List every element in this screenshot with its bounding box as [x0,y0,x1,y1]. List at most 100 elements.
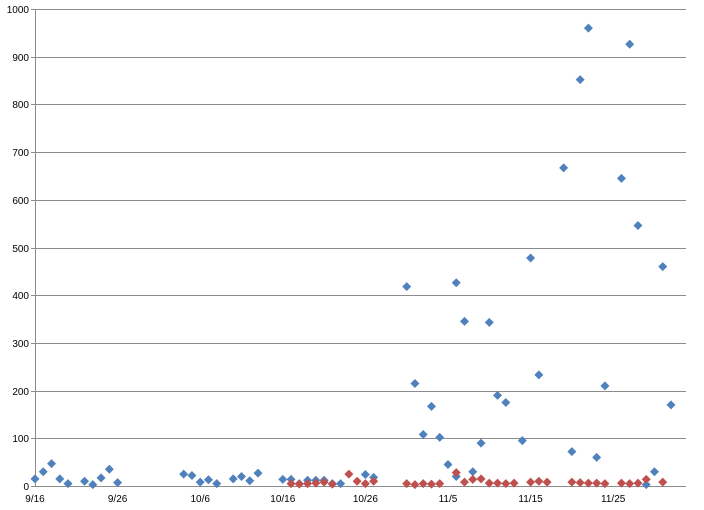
x-tick-label: 10/26 [353,494,378,505]
series-2-point [311,478,321,488]
series-1-point [187,471,197,481]
series-1-point [228,474,238,484]
series-1-point [253,468,263,478]
y-axis-tick-labels: 0 100 200 300 400 500 600 700 800 900 1000 [7,5,30,493]
series-1-point [203,475,213,485]
y-tick-label: 0 [23,482,29,493]
series-2-point [583,478,593,488]
series-1-point [575,75,585,85]
series-2-point [616,478,626,488]
series-1-point [526,253,536,263]
series-1-point [649,467,659,477]
series-1-point [641,480,651,490]
series-2-point [600,479,610,489]
series-1-point [426,401,436,411]
series-2-point [286,479,296,489]
y-tick-label: 500 [12,244,29,255]
series-1-point [336,479,346,489]
series-1-point [501,398,511,408]
series-1-point [443,460,453,470]
series-2-point [327,479,337,489]
series-2-point [493,478,503,488]
series-2-point [360,479,370,489]
series-2-point [526,477,536,487]
series-1-point [278,474,288,484]
series-1-point [658,262,668,272]
x-tick-label: 11/5 [439,494,458,505]
series-1-point [55,474,65,484]
series-1-point [402,282,412,292]
series-2-point [633,478,643,488]
y-tick-label: 200 [12,387,29,398]
series-2-point [369,476,379,486]
y-tick-label: 600 [12,196,29,207]
x-tick-label: 9/26 [108,494,128,505]
y-tick-label: 800 [12,100,29,111]
series-2-point [294,479,304,489]
series-2-point [567,477,577,487]
series-1-point [195,477,205,487]
y-tick-label: 1000 [7,5,30,16]
series-2-point [575,478,585,488]
series-1-point [460,316,470,326]
series-2-point [641,474,651,484]
series-2-point [303,479,313,489]
series-1-point [567,447,577,457]
y-tick-label: 300 [12,339,29,350]
x-tick-label: 10/16 [270,494,295,505]
series-2-point [592,478,602,488]
series-1-point [104,464,114,474]
series-2-point [402,479,412,489]
series-1-point [38,467,48,477]
series-1-point [30,474,40,484]
series-1-point [360,470,370,480]
series-1-point [600,381,610,391]
series-1-point [63,479,73,489]
series-2-point [534,476,544,486]
series-1-point [583,23,593,33]
series-1-point [476,438,486,448]
series-1-point [113,478,123,488]
series-2-point [476,474,486,484]
series-1-point [559,163,569,173]
series-1-point [435,432,445,442]
series-2-point [509,478,519,488]
series-2-point [319,477,329,487]
series-2-point [460,477,470,487]
series-2-point [451,468,461,478]
series-2-point [344,469,354,479]
series-1-point [616,173,626,183]
series-1-point [80,476,90,486]
series-2-point [468,474,478,484]
series-2-points [286,468,668,490]
series-2-point [426,479,436,489]
series-2-point [542,477,552,487]
series-2-point [501,479,511,489]
series-2-point [435,479,445,489]
series-2-point [625,479,635,489]
series-1-point [47,459,57,469]
series-1-point [633,221,643,231]
axes [31,9,686,487]
series-1-point [493,390,503,400]
series-1-point [468,467,478,477]
series-1-point [517,436,527,446]
series-2-point [410,480,420,490]
series-1-point [666,400,676,410]
y-tick-label: 400 [12,291,29,302]
series-1-point [484,317,494,327]
x-tick-label: 10/6 [190,494,210,505]
gridlines [35,9,686,439]
series-1-point [212,479,222,489]
x-tick-label: 11/15 [518,494,543,505]
series-2-point [484,478,494,488]
series-1-point [88,480,98,490]
y-tick-label: 100 [12,434,29,445]
x-axis-tick-labels: 9/16 9/26 10/6 10/16 10/26 11/5 11/15 11/25 [25,494,625,505]
series-1-point [625,39,635,49]
series-2-point [352,476,362,486]
series-2-point [658,477,668,487]
series-1-point [592,452,602,462]
series-2-point [418,479,428,489]
